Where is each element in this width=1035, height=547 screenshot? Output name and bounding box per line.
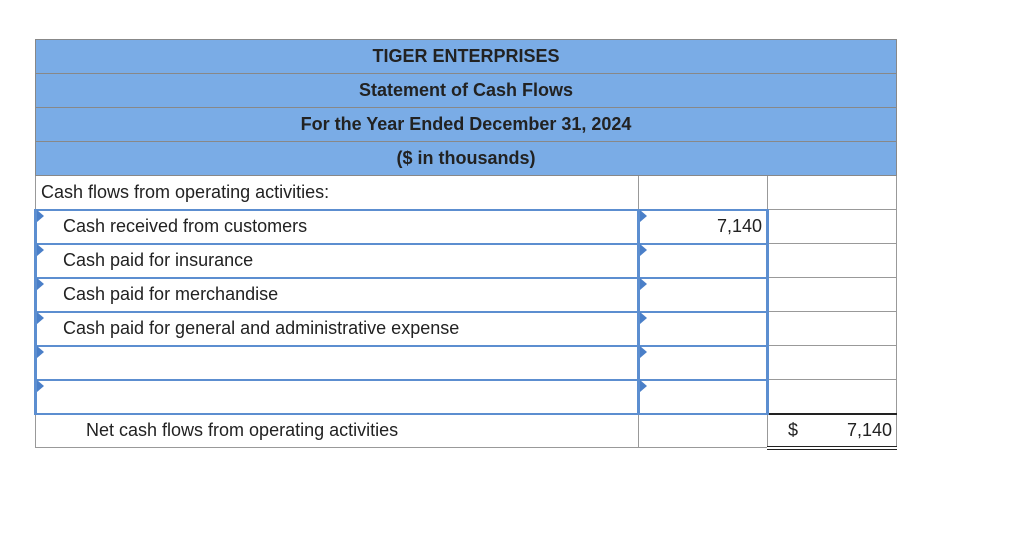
net-cash-total: $ 7,140 [766, 412, 898, 450]
empty-cell [766, 379, 898, 414]
net-cash-amount: 7,140 [846, 419, 893, 440]
dropdown-marker-icon [37, 277, 44, 290]
table-row: Cash paid for general and administrative… [34, 310, 898, 347]
row-label-select[interactable]: Cash paid for merchandise [34, 276, 640, 313]
row-label-select[interactable] [34, 344, 640, 381]
dropdown-marker-icon [37, 345, 44, 358]
statement-period: For the Year Ended December 31, 2024 [34, 107, 898, 142]
dropdown-marker-icon [640, 243, 647, 256]
table-row: Cash received from customers 7,140 [34, 208, 898, 245]
statement-units: ($ in thousands) [34, 141, 898, 176]
row-amount-input[interactable] [637, 276, 769, 313]
statement-title: Statement of Cash Flows [34, 73, 898, 108]
row-label-select[interactable]: Cash paid for general and administrative… [34, 310, 640, 347]
row-amount-input[interactable]: 7,140 [637, 208, 769, 245]
row-label-select[interactable]: Cash paid for insurance [34, 242, 640, 279]
row-amount-input[interactable] [637, 378, 769, 415]
table-row [34, 344, 898, 381]
empty-cell [766, 311, 898, 346]
company-name: TIGER ENTERPRISES [34, 39, 898, 74]
row-label-select[interactable] [34, 378, 640, 415]
currency-symbol: $ [788, 419, 799, 440]
dropdown-marker-icon [640, 379, 647, 392]
cash-flow-statement-table: TIGER ENTERPRISES Statement of Cash Flow… [34, 39, 898, 450]
table-row [34, 378, 898, 415]
dropdown-marker-icon [37, 243, 44, 256]
net-total-row: Net cash flows from operating activities… [35, 412, 898, 450]
empty-cell [766, 209, 898, 244]
empty-cell [638, 175, 768, 210]
dropdown-marker-icon [37, 379, 44, 392]
dropdown-marker-icon [640, 277, 647, 290]
row-amount-input[interactable] [637, 310, 769, 347]
row-label-select[interactable]: Cash received from customers [34, 208, 640, 245]
empty-cell [766, 277, 898, 312]
section-label: Cash flows from operating activities: [35, 175, 639, 210]
row-amount-input[interactable] [637, 242, 769, 279]
table-row: Cash paid for merchandise [34, 276, 898, 313]
net-cash-label: Net cash flows from operating activities [35, 413, 639, 448]
empty-cell [766, 345, 898, 380]
empty-cell [766, 175, 898, 210]
dropdown-marker-icon [640, 345, 647, 358]
table-row: Cash paid for insurance [34, 242, 898, 279]
dropdown-marker-icon [37, 311, 44, 324]
dropdown-marker-icon [640, 311, 647, 324]
dropdown-marker-icon [37, 209, 44, 222]
row-amount-input[interactable] [637, 344, 769, 381]
empty-cell [638, 413, 768, 448]
dropdown-marker-icon [640, 209, 647, 222]
empty-cell [766, 243, 898, 278]
